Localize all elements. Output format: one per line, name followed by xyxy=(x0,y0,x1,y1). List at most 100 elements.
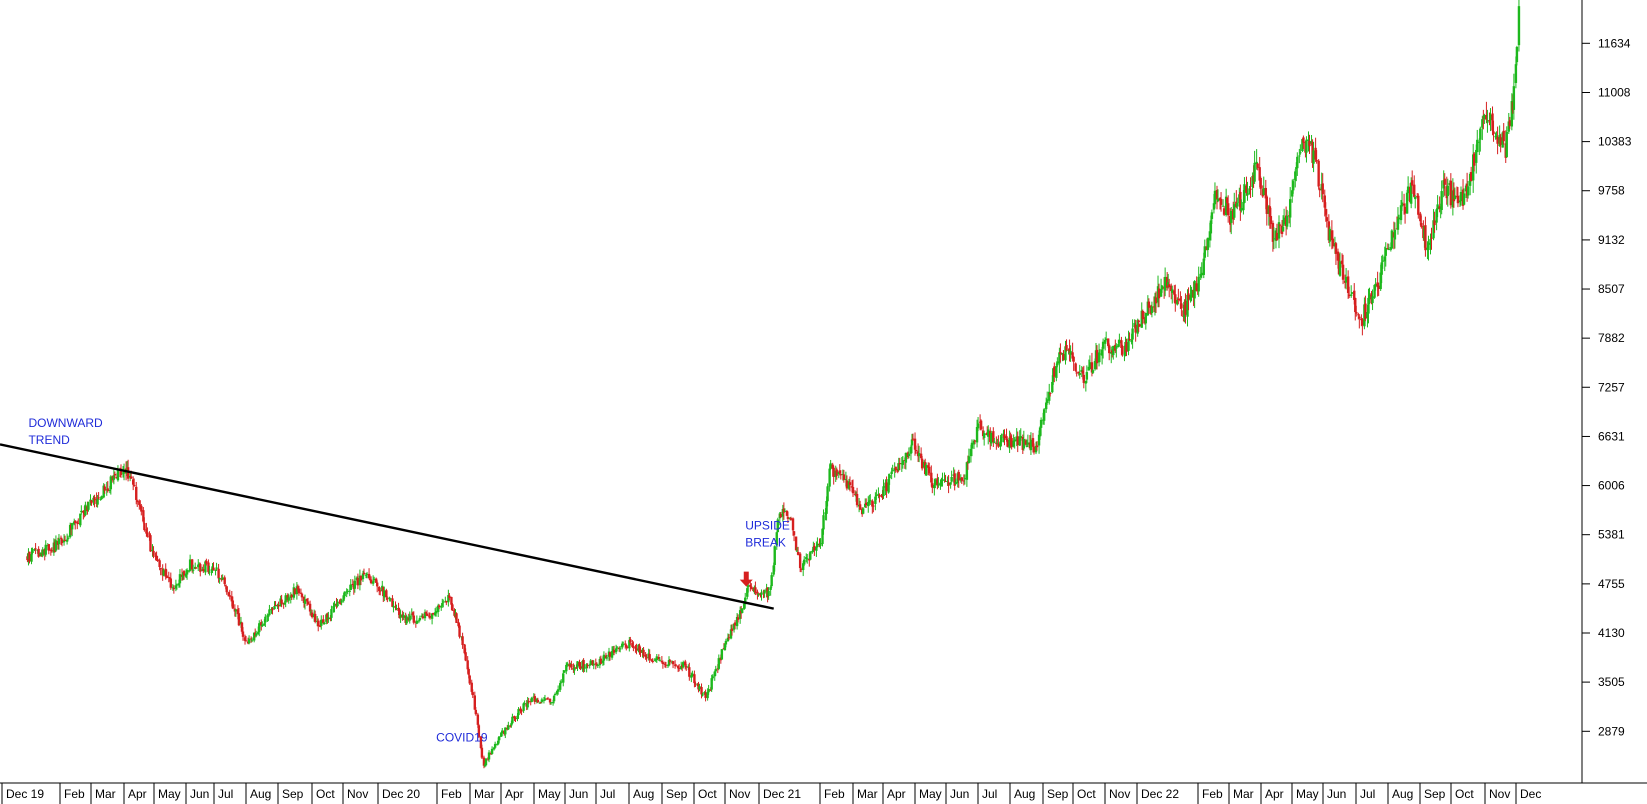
candle-down xyxy=(169,578,173,588)
candle-up xyxy=(433,612,437,616)
candle-down xyxy=(979,420,983,430)
candle-down xyxy=(1485,115,1488,120)
candle-down xyxy=(791,518,795,531)
candle-down xyxy=(59,537,63,539)
candle-up xyxy=(1380,262,1383,275)
candle-up xyxy=(1476,139,1479,153)
candle-up xyxy=(41,549,44,556)
candle-down xyxy=(578,661,581,667)
candle-up xyxy=(990,432,993,444)
candle-up xyxy=(484,758,488,766)
candle-up xyxy=(1479,128,1482,140)
candle-down xyxy=(140,505,143,512)
candle-up xyxy=(1432,220,1435,239)
candle-up xyxy=(1216,198,1220,202)
x-tick-label: May xyxy=(1296,787,1319,801)
candle-down xyxy=(424,612,428,614)
candle-up xyxy=(389,598,392,600)
candle-down xyxy=(1179,298,1182,302)
candle-up xyxy=(342,595,345,601)
candle-up xyxy=(1282,217,1286,225)
candle-down xyxy=(660,660,664,663)
candle-down xyxy=(992,431,995,443)
candle-down xyxy=(677,667,681,669)
candle-down xyxy=(1386,248,1389,250)
candle-up xyxy=(1478,141,1481,143)
candle-up xyxy=(1459,191,1463,202)
candle-down xyxy=(639,649,642,653)
candle-up xyxy=(1230,210,1233,223)
candle-down xyxy=(1508,120,1511,126)
x-tick-label: Dec 20 xyxy=(382,787,420,801)
candle-down xyxy=(629,639,632,643)
candle-down xyxy=(657,657,661,660)
x-tick-label: Oct xyxy=(316,787,335,801)
candle-up xyxy=(264,616,267,623)
candle-up xyxy=(965,462,969,480)
candle-down xyxy=(145,529,148,534)
candle-up xyxy=(592,664,595,666)
candle-down xyxy=(236,609,240,615)
candle-down xyxy=(527,701,530,703)
candle-down xyxy=(1077,371,1080,374)
candle-down xyxy=(146,532,149,537)
candle-up xyxy=(1243,184,1246,203)
candle-down xyxy=(1317,160,1320,187)
candle-down xyxy=(326,613,329,620)
candle-up xyxy=(655,656,658,661)
candle-down xyxy=(274,604,277,606)
candle-down xyxy=(650,659,653,661)
candle-up xyxy=(805,557,808,559)
candle-up xyxy=(713,671,716,677)
candle-down xyxy=(225,586,228,593)
candle-up xyxy=(904,452,908,463)
candle-down xyxy=(688,667,691,677)
candle-down xyxy=(1347,294,1351,297)
candle-up xyxy=(993,441,996,443)
candle-down xyxy=(243,637,247,641)
candle-down xyxy=(919,453,923,459)
candle-down xyxy=(451,604,454,611)
candle-down xyxy=(673,664,677,666)
x-axis: Dec 19 Feb Mar Apr May Jun Jul Aug Sep Oct Nov Dec … xyxy=(1,783,1541,804)
candle-down xyxy=(911,438,915,440)
candle-down xyxy=(37,548,40,557)
candle-up xyxy=(1098,353,1102,355)
candle-up xyxy=(1199,273,1202,278)
x-tick-label: Jul xyxy=(982,787,997,801)
candle-down xyxy=(317,620,320,627)
candle-up xyxy=(803,559,806,565)
candle-up xyxy=(516,715,519,720)
candle-down xyxy=(1376,282,1379,288)
candle-up xyxy=(1039,419,1043,428)
candle-up xyxy=(214,569,217,571)
candle-down xyxy=(749,584,752,587)
candle-down xyxy=(133,484,136,486)
y-tick-label: 7257 xyxy=(1598,380,1625,394)
candle-down xyxy=(359,575,363,581)
candle-up xyxy=(769,587,772,590)
candle-up xyxy=(1084,380,1088,384)
candle-down xyxy=(386,598,389,600)
candle-up xyxy=(1291,190,1294,197)
candle-up xyxy=(208,571,211,573)
candle-up xyxy=(1272,238,1276,240)
candle-up xyxy=(726,637,730,642)
candle-up xyxy=(829,463,832,469)
candle-down xyxy=(280,599,283,604)
candle-up xyxy=(1458,200,1462,203)
candle-down xyxy=(152,550,155,556)
candle-up xyxy=(1344,276,1348,283)
candle-up xyxy=(1210,212,1214,219)
x-tick-label: Aug xyxy=(250,787,271,801)
y-tick-label: 3505 xyxy=(1598,675,1625,689)
candle-down xyxy=(1120,340,1123,348)
candle-down xyxy=(228,595,231,597)
candle-down xyxy=(480,747,484,758)
candle-down xyxy=(644,655,647,657)
candle-up xyxy=(1209,220,1213,234)
candle-up xyxy=(102,485,105,498)
candle-up xyxy=(828,468,831,487)
candle-down xyxy=(1358,316,1361,319)
annotation-label: BREAK xyxy=(745,535,786,549)
